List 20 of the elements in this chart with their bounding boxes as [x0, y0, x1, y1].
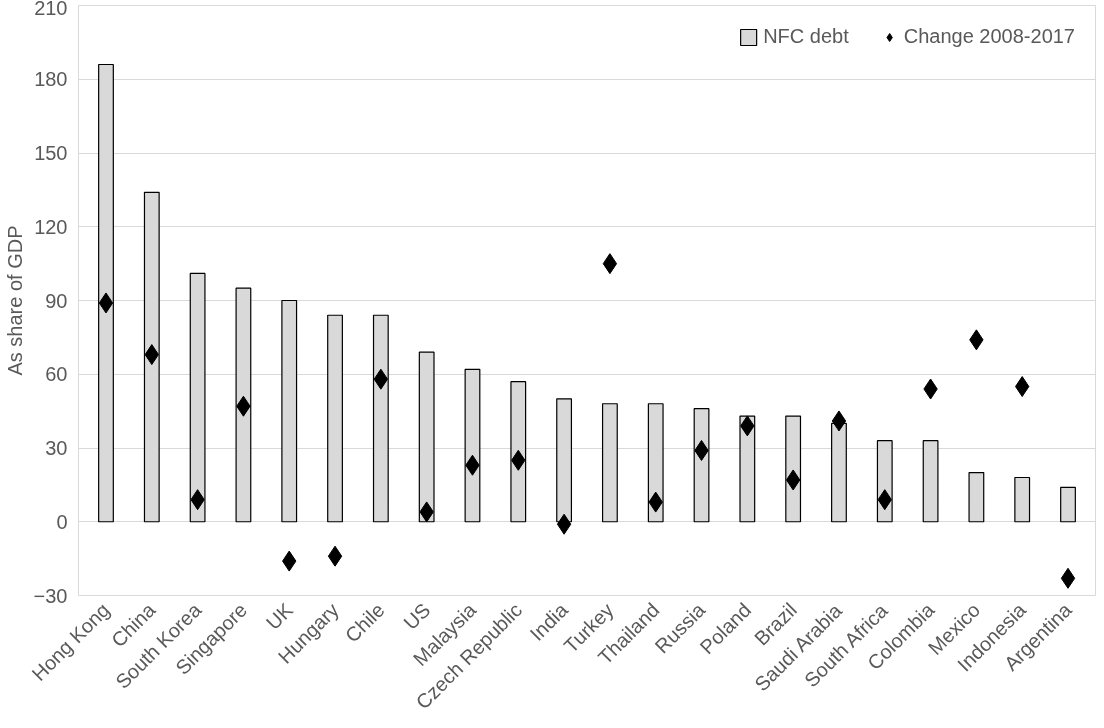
y-tick-label: 90 [45, 289, 68, 312]
y-tick-label: 210 [34, 0, 68, 19]
point [556, 513, 572, 535]
point [602, 253, 618, 275]
point [785, 469, 801, 491]
y-tick-label: 60 [45, 363, 68, 386]
y-tick-label: 180 [34, 68, 68, 91]
point [98, 292, 114, 314]
legend-label: Change 2008-2017 [903, 25, 1075, 48]
y-tick-label: −30 [33, 584, 68, 607]
y-axis-title: As share of GDP [3, 225, 26, 376]
y-tick-label: 150 [34, 142, 68, 164]
point [373, 368, 389, 390]
point [327, 545, 343, 567]
y-tick-label: 0 [56, 510, 68, 533]
point [831, 410, 847, 432]
legend-label: NFC debt [763, 25, 849, 48]
y-tick-label: 30 [45, 437, 68, 459]
y-tick-label: 120 [34, 215, 68, 238]
point [1060, 567, 1076, 589]
